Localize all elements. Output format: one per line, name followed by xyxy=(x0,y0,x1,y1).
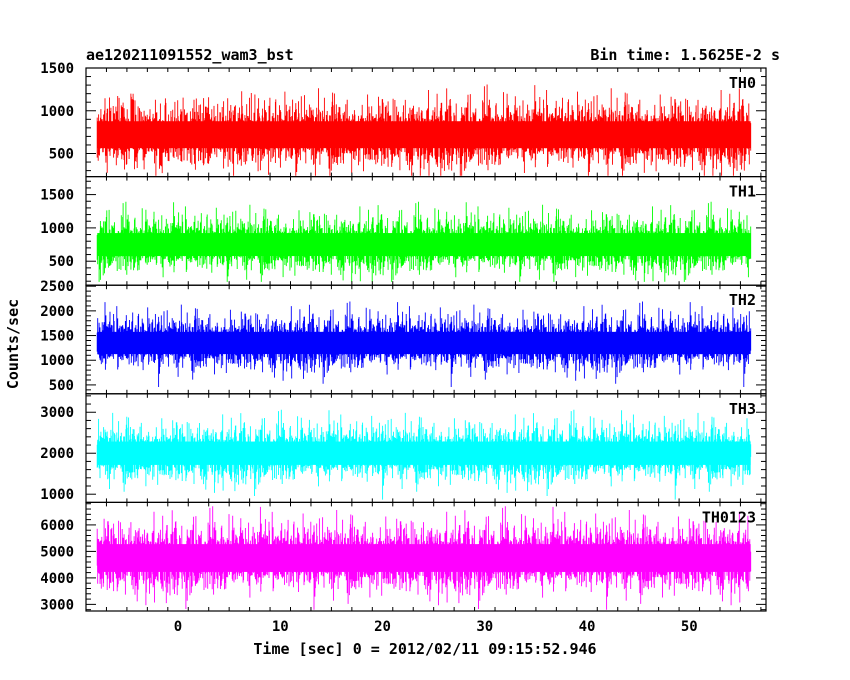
y-tick-label: 1000 xyxy=(40,487,74,503)
series-core-th0 xyxy=(97,121,751,149)
y-tick-label: 3000 xyxy=(40,597,74,613)
panel-th0123: 3000 4000 5000 6000 TH0123 xyxy=(40,501,767,613)
bin-time-label: Bin time: 1.5625E-2 s xyxy=(590,46,780,64)
y-tick-label: 500 xyxy=(49,254,74,270)
series-core-th3 xyxy=(97,441,751,465)
panel-th1: 500 1000 1500 TH1 xyxy=(40,176,767,286)
x-tick-label: 0 xyxy=(174,619,182,635)
y-tick-label: 2000 xyxy=(40,304,74,320)
y-tick-label: 2500 xyxy=(40,279,74,295)
y-tick-label: 5000 xyxy=(40,544,74,560)
y-tick-label: 500 xyxy=(49,147,74,163)
y-tick-label: 500 xyxy=(49,378,74,394)
chart-title: ae120211091552_wam3_bst xyxy=(86,46,294,64)
series-core-th0123 xyxy=(97,544,751,572)
x-axis-label: Time [sec] 0 = 2012/02/11 09:15:52.946 xyxy=(253,640,596,658)
y-tick-label: 1500 xyxy=(40,61,74,77)
panel-th0: 500 1000 1500 TH0 xyxy=(40,61,767,178)
x-tick-label: 10 xyxy=(272,619,289,635)
y-tick-label: 2000 xyxy=(40,446,74,462)
panel-label: TH3 xyxy=(729,400,756,418)
y-tick-label: 1000 xyxy=(40,353,74,369)
panel-label: TH0123 xyxy=(702,508,756,526)
panel-label: TH1 xyxy=(729,183,756,201)
x-tick-label: 40 xyxy=(579,619,596,635)
panel-label: TH2 xyxy=(729,291,756,309)
y-tick-label: 3000 xyxy=(40,405,74,421)
y-axis-label: Counts/sec xyxy=(4,299,22,389)
panel-th3: 1000 2000 3000 TH3 xyxy=(40,393,767,503)
series-core-th2 xyxy=(97,331,751,355)
y-tick-label: 6000 xyxy=(40,518,74,534)
series-core-th1 xyxy=(97,233,751,257)
y-tick-label: 1000 xyxy=(40,104,74,120)
panel-th2: 500 1000 1500 2000 2500 TH2 xyxy=(40,279,767,395)
x-tick-label: 20 xyxy=(374,619,391,635)
y-tick-label: 1000 xyxy=(40,221,74,237)
y-tick-label: 1500 xyxy=(40,188,74,204)
x-tick-label: 50 xyxy=(681,619,698,635)
y-tick-label: 4000 xyxy=(40,571,74,587)
y-tick-label: 1500 xyxy=(40,329,74,345)
panel-label: TH0 xyxy=(729,74,756,92)
x-tick-label: 30 xyxy=(476,619,493,635)
